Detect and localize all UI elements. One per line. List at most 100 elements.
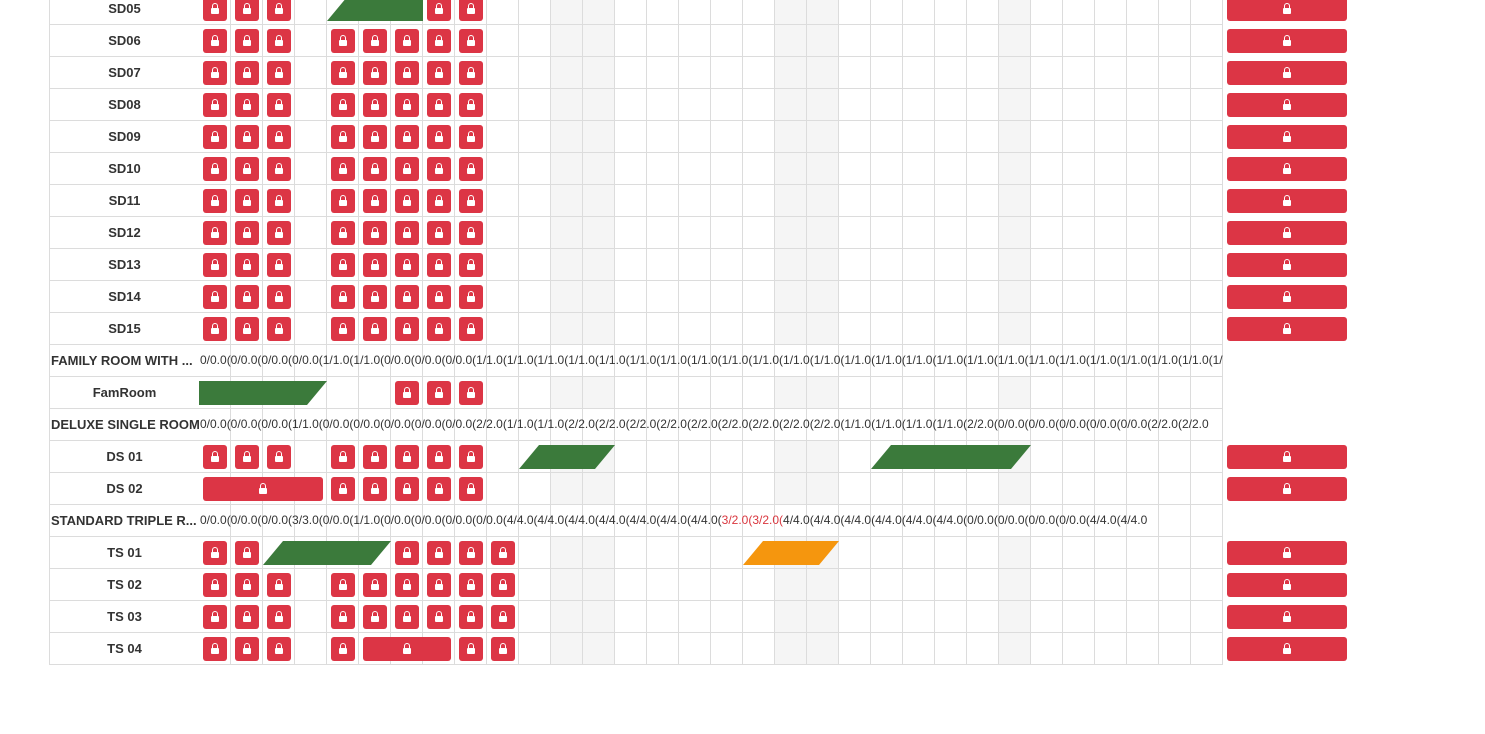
blocked-dates-button[interactable]	[267, 221, 291, 245]
calendar-cell[interactable]	[647, 89, 679, 121]
calendar-cell[interactable]	[711, 313, 743, 345]
calendar-cell[interactable]	[1159, 313, 1191, 345]
blocked-dates-button[interactable]	[395, 253, 419, 277]
calendar-cell[interactable]	[199, 633, 231, 665]
calendar-cell[interactable]	[871, 249, 903, 281]
calendar-cell[interactable]	[583, 313, 615, 345]
calendar-cell[interactable]	[295, 89, 327, 121]
blocked-dates-button[interactable]	[363, 189, 387, 213]
blocked-dates-button[interactable]	[459, 637, 483, 661]
calendar-cell[interactable]	[647, 25, 679, 57]
calendar-cell[interactable]	[615, 601, 647, 633]
calendar-cell[interactable]	[967, 473, 999, 505]
calendar-cell[interactable]	[487, 601, 519, 633]
calendar-cell[interactable]	[487, 569, 519, 601]
calendar-cell[interactable]	[1063, 121, 1095, 153]
calendar-cell[interactable]	[391, 601, 423, 633]
calendar-cell[interactable]	[871, 89, 903, 121]
calendar-cell[interactable]	[839, 537, 871, 569]
calendar-cell[interactable]	[647, 57, 679, 89]
calendar-cell[interactable]	[327, 281, 359, 313]
calendar-cell[interactable]	[615, 313, 647, 345]
calendar-cell[interactable]	[359, 121, 391, 153]
calendar-cell[interactable]	[615, 441, 647, 473]
blocked-dates-button[interactable]	[331, 61, 355, 85]
calendar-cell[interactable]	[935, 249, 967, 281]
calendar-cell[interactable]	[679, 377, 711, 409]
calendar-cell[interactable]	[1127, 185, 1159, 217]
calendar-cell[interactable]	[871, 153, 903, 185]
blocked-dates-button[interactable]	[235, 317, 259, 341]
calendar-cell[interactable]	[1191, 569, 1223, 601]
calendar-cell[interactable]	[263, 313, 295, 345]
calendar-cell[interactable]	[615, 633, 647, 665]
blocked-dates-button[interactable]	[395, 93, 419, 117]
calendar-cell[interactable]	[1063, 25, 1095, 57]
calendar-cell[interactable]	[199, 601, 231, 633]
calendar-cell[interactable]	[871, 0, 903, 25]
blocked-dates-button[interactable]	[203, 445, 227, 469]
calendar-cell[interactable]	[1159, 473, 1191, 505]
blocked-dates-button[interactable]	[331, 605, 355, 629]
blocked-dates-button[interactable]	[491, 541, 515, 565]
calendar-cell[interactable]	[423, 601, 455, 633]
blocked-dates-button[interactable]	[427, 541, 451, 565]
calendar-cell[interactable]	[1031, 633, 1063, 665]
calendar-cell[interactable]	[935, 121, 967, 153]
calendar-cell[interactable]	[359, 57, 391, 89]
calendar-cell[interactable]	[679, 569, 711, 601]
calendar-cell[interactable]	[839, 25, 871, 57]
calendar-cell[interactable]	[615, 249, 647, 281]
calendar-cell[interactable]	[263, 441, 295, 473]
blocked-dates-button[interactable]	[235, 189, 259, 213]
blocked-dates-button[interactable]	[363, 573, 387, 597]
blocked-dates-button[interactable]	[427, 605, 451, 629]
calendar-cell[interactable]	[551, 57, 583, 89]
calendar-cell[interactable]	[551, 89, 583, 121]
calendar-cell[interactable]	[743, 313, 775, 345]
calendar-cell[interactable]	[711, 185, 743, 217]
calendar-cell[interactable]	[1031, 121, 1063, 153]
calendar-cell[interactable]	[423, 0, 455, 25]
calendar-cell[interactable]	[807, 441, 839, 473]
calendar-cell[interactable]	[1159, 89, 1191, 121]
calendar-cell[interactable]	[583, 217, 615, 249]
calendar-cell[interactable]	[1127, 441, 1159, 473]
booking-bar[interactable]	[263, 541, 391, 565]
calendar-cell[interactable]	[935, 569, 967, 601]
calendar-cell[interactable]	[679, 121, 711, 153]
blocked-dates-button[interactable]	[395, 605, 419, 629]
blocked-dates-button[interactable]	[203, 605, 227, 629]
calendar-cell[interactable]	[487, 633, 519, 665]
calendar-cell[interactable]	[647, 121, 679, 153]
calendar-cell[interactable]	[615, 0, 647, 25]
calendar-cell[interactable]	[775, 89, 807, 121]
calendar-cell[interactable]	[1191, 153, 1223, 185]
calendar-cell[interactable]	[807, 633, 839, 665]
calendar-cell[interactable]	[519, 633, 551, 665]
blocked-dates-button[interactable]	[267, 61, 291, 85]
calendar-cell[interactable]	[551, 185, 583, 217]
blocked-dates-button[interactable]	[267, 29, 291, 53]
calendar-cell[interactable]	[967, 121, 999, 153]
blocked-dates-button[interactable]	[427, 573, 451, 597]
calendar-cell[interactable]	[615, 569, 647, 601]
calendar-cell[interactable]	[423, 569, 455, 601]
calendar-cell[interactable]	[1031, 441, 1063, 473]
blocked-dates-button[interactable]	[203, 0, 227, 21]
blocked-dates-button[interactable]	[395, 61, 419, 85]
blocked-dates-button[interactable]	[331, 93, 355, 117]
calendar-cell[interactable]	[1159, 0, 1191, 25]
calendar-cell[interactable]	[967, 185, 999, 217]
calendar-cell[interactable]	[775, 0, 807, 25]
calendar-cell[interactable]	[359, 473, 391, 505]
calendar-cell[interactable]	[551, 313, 583, 345]
calendar-cell[interactable]	[583, 569, 615, 601]
calendar-cell[interactable]	[487, 153, 519, 185]
calendar-cell[interactable]	[1159, 601, 1191, 633]
calendar-cell[interactable]	[871, 569, 903, 601]
calendar-cell[interactable]	[711, 89, 743, 121]
calendar-cell[interactable]	[679, 57, 711, 89]
calendar-cell[interactable]	[903, 281, 935, 313]
calendar-cell[interactable]	[1095, 313, 1127, 345]
